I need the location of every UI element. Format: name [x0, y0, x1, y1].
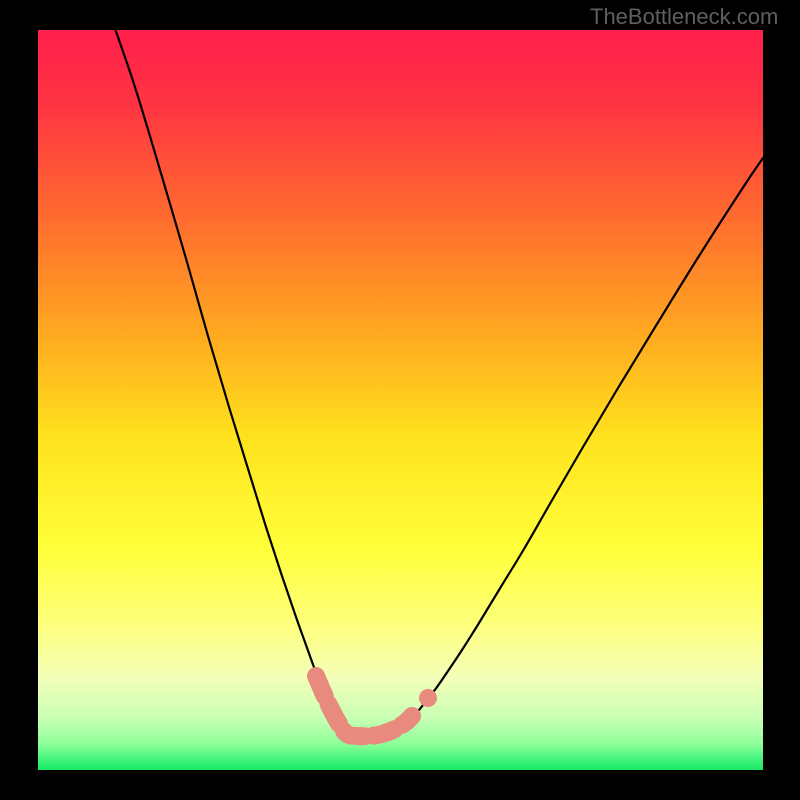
curve-layer	[0, 0, 800, 800]
bottleneck-curve	[107, 6, 763, 735]
valley-highlight	[316, 676, 412, 736]
watermark-label: TheBottleneck.com	[590, 4, 778, 30]
chart-root: TheBottleneck.com	[0, 0, 800, 800]
valley-highlight-dot	[419, 689, 437, 707]
